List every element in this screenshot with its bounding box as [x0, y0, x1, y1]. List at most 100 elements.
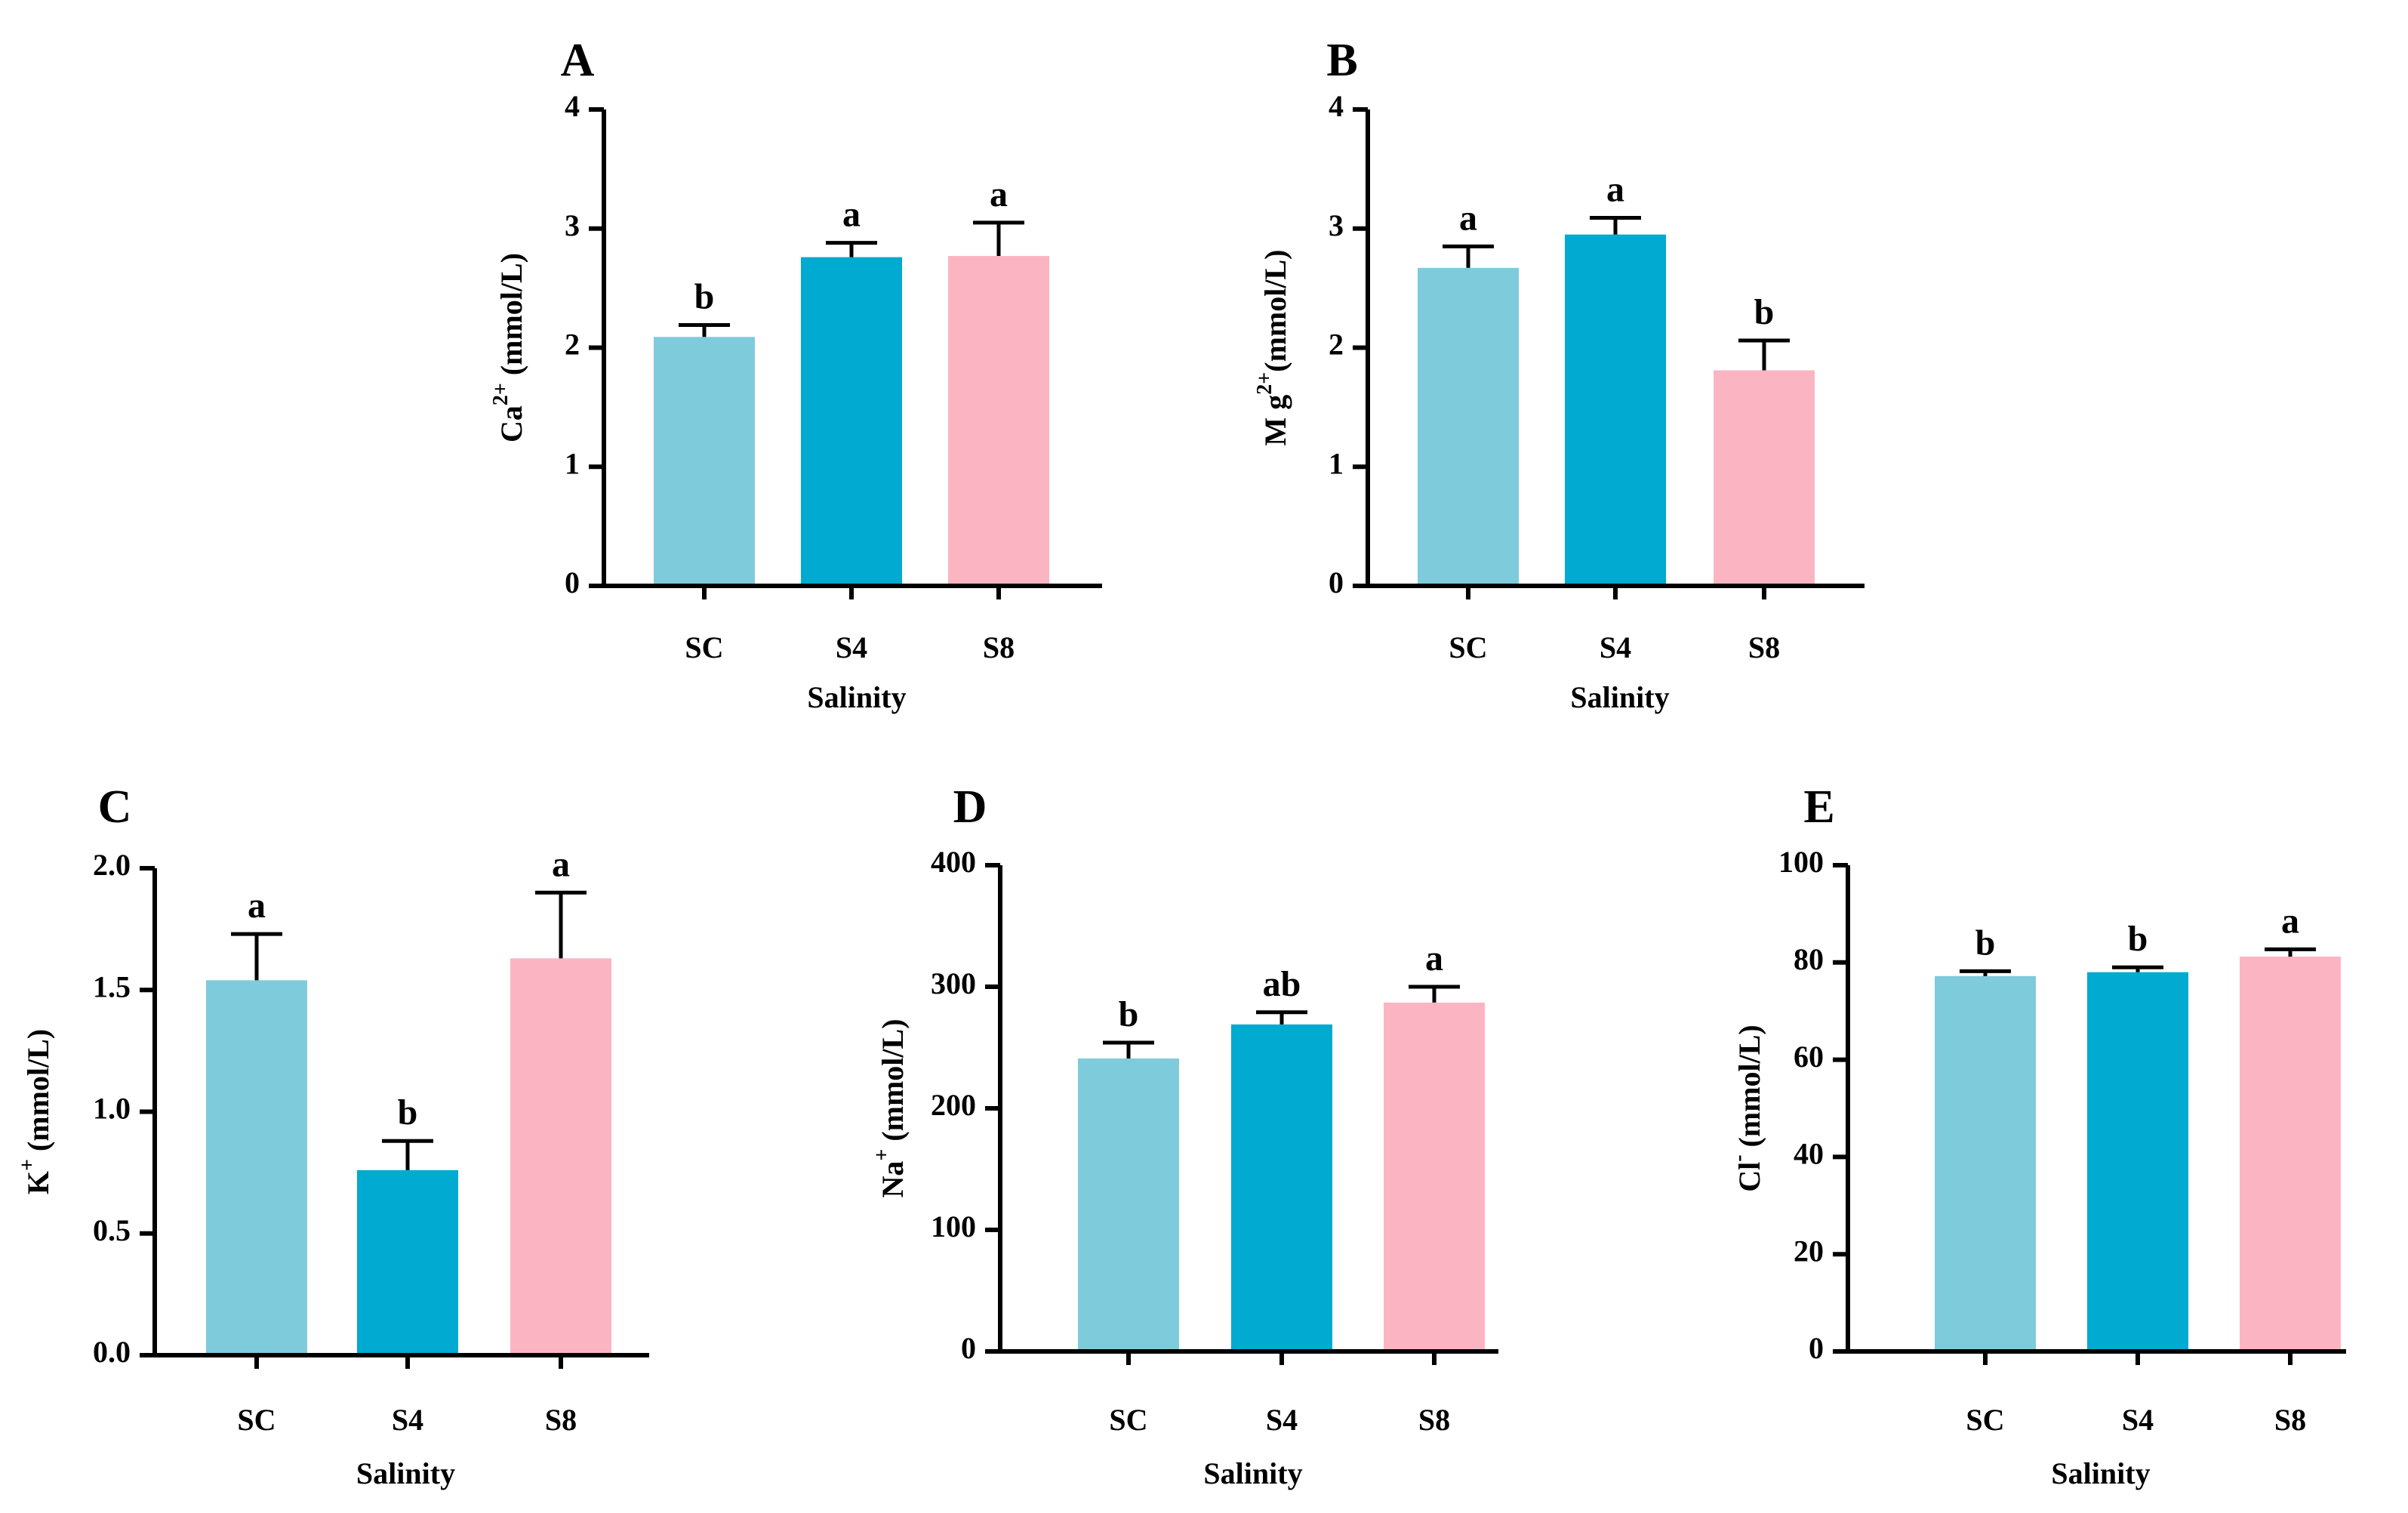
- x-axis-title: Salinity: [1570, 680, 1669, 714]
- significance-label: a: [990, 174, 1008, 214]
- x-axis-title: Salinity: [2051, 1456, 2150, 1490]
- axes: [1366, 109, 1865, 588]
- y-axis-title: M g2+(mmol/L): [1253, 250, 1292, 446]
- y-axis-title-unit: (mmol/L): [1258, 250, 1292, 372]
- y-tick-label: 4: [1329, 89, 1344, 123]
- x-tick-label: SC: [685, 630, 723, 664]
- x-tick-label: S8: [1748, 630, 1780, 664]
- error-bar-s8: [1738, 338, 1790, 371]
- y-axis-title: Ca2+ (mmol/L): [489, 253, 528, 442]
- bar-s4: [801, 257, 902, 586]
- significance-label: a: [1606, 170, 1624, 210]
- error-bar-s4: [1256, 1010, 1307, 1025]
- axes: [998, 865, 1498, 1354]
- significance-label: a: [552, 844, 570, 884]
- axes: [152, 868, 649, 1357]
- x-tick-label: SC: [1109, 1403, 1147, 1437]
- y-axis-title-base: K: [21, 1171, 55, 1194]
- y-axis-title-base: Na: [876, 1161, 910, 1198]
- y-axis-title: K+ (mmol/L): [16, 1029, 55, 1194]
- y-tick-label: 4: [565, 89, 580, 123]
- y-axis-title-unit: (mmol/L): [1732, 1025, 1766, 1154]
- y-axis-title-base: Ca: [494, 405, 528, 442]
- panel-letter: C: [98, 781, 132, 833]
- significance-label: b: [694, 277, 715, 317]
- error-bar-s4: [2112, 965, 2163, 972]
- significance-label: b: [1975, 923, 1996, 963]
- y-tick-label: 100: [1778, 845, 1824, 879]
- y-tick-label: 60: [1794, 1040, 1824, 1074]
- axes: [1846, 865, 2346, 1354]
- y-tick-label: 200: [931, 1088, 976, 1122]
- y-tick-label: 300: [931, 966, 976, 1000]
- bar-s4: [1231, 1024, 1332, 1351]
- y-axis-title-superscript: -: [1727, 1154, 1751, 1161]
- significance-label: a: [1425, 938, 1443, 978]
- bar-sc: [1078, 1058, 1179, 1351]
- y-axis-title-superscript: 2+: [1253, 372, 1276, 395]
- x-tick-label: S4: [1266, 1403, 1298, 1437]
- error-bar-s8: [2265, 947, 2316, 957]
- x-tick-label: S8: [1418, 1403, 1450, 1437]
- y-tick-label: 2: [1329, 328, 1344, 362]
- y-axis-title-superscript: +: [870, 1149, 894, 1161]
- bar-s8: [948, 256, 1049, 586]
- y-tick-label: 0.0: [93, 1335, 131, 1369]
- y-tick-label: 3: [565, 208, 580, 242]
- y-axis-title-unit: (mmol/L): [21, 1029, 55, 1159]
- panel-letter: B: [1326, 35, 1357, 86]
- error-bar-sc: [231, 932, 282, 981]
- x-tick-label: SC: [237, 1403, 276, 1437]
- significance-label: a: [2281, 901, 2299, 941]
- y-axis-title-base: Cl: [1732, 1162, 1766, 1192]
- x-axis-title: Salinity: [356, 1456, 455, 1490]
- y-axis-title-unit: (mmol/L): [494, 253, 528, 383]
- y-tick-label: 0.5: [93, 1213, 131, 1247]
- bar-s4: [2087, 972, 2188, 1351]
- y-tick-label: 0: [565, 565, 580, 599]
- y-tick-label: 400: [931, 845, 976, 879]
- y-tick-label: 80: [1794, 942, 1824, 976]
- bar-s4: [357, 1169, 458, 1355]
- y-axis-title-superscript: 2+: [489, 383, 513, 405]
- chart-panel-d: Db SC ab S4 a S8 0 100 200 300 400 Salinity Na+ (mmo…: [870, 781, 1498, 1490]
- bar-sc: [1935, 975, 2036, 1351]
- y-axis-title-base: M g: [1258, 395, 1292, 446]
- significance-label: b: [398, 1092, 418, 1132]
- y-tick-label: 2.0: [93, 848, 131, 882]
- y-tick-label: 40: [1794, 1137, 1824, 1171]
- significance-label: a: [842, 195, 861, 235]
- chart-panel-e: Eb SC b S4 a S8 0 20 40 60 80 100 Salinity Cl- (mmol/…: [1727, 781, 2346, 1490]
- error-bar-s8: [1409, 985, 1460, 1003]
- x-tick-label: S8: [2274, 1403, 2306, 1437]
- bar-s8: [1384, 1002, 1485, 1351]
- x-tick-label: S4: [836, 630, 867, 664]
- y-tick-label: 20: [1794, 1234, 1824, 1268]
- error-bar-s8: [973, 220, 1024, 257]
- error-bar-sc: [1960, 969, 2011, 976]
- x-tick-label: S4: [2122, 1403, 2154, 1437]
- bar-s8: [2240, 957, 2341, 1351]
- y-tick-label: 0: [1329, 565, 1344, 599]
- bar-sc: [654, 337, 755, 586]
- y-axis-title: Cl- (mmol/L): [1727, 1025, 1766, 1192]
- error-bar-sc: [1443, 244, 1494, 268]
- bar-s8: [510, 958, 611, 1355]
- panel-letter: A: [561, 35, 595, 86]
- error-bar-s8: [535, 890, 587, 959]
- x-tick-label: S8: [983, 630, 1015, 664]
- bar-s8: [1714, 370, 1815, 586]
- significance-label: a: [1459, 198, 1477, 238]
- y-axis-title: Na+ (mmol/L): [870, 1018, 910, 1197]
- y-axis-title-superscript: +: [16, 1159, 39, 1171]
- y-tick-label: 1: [565, 446, 580, 480]
- significance-label: ab: [1263, 964, 1301, 1004]
- x-tick-label: S4: [1600, 630, 1631, 664]
- significance-label: a: [248, 886, 266, 926]
- x-tick-label: S8: [545, 1403, 577, 1437]
- error-bar-sc: [679, 323, 730, 337]
- y-tick-label: 3: [1329, 208, 1344, 242]
- y-axis-title-unit: (mmol/L): [876, 1018, 910, 1148]
- x-axis-title: Salinity: [807, 680, 906, 714]
